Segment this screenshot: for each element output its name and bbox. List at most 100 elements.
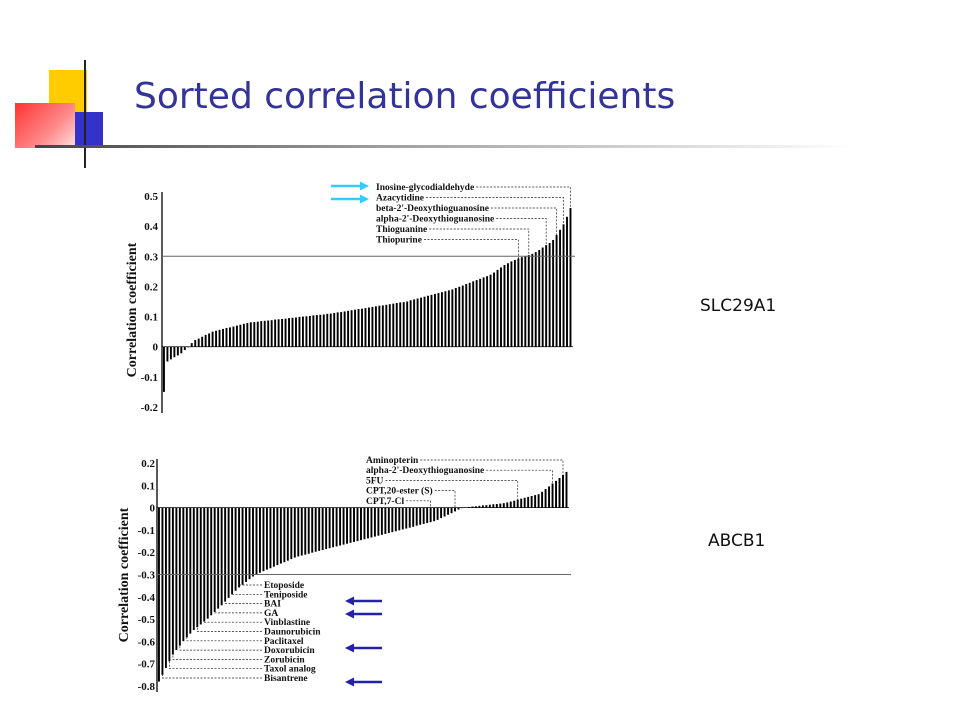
bar <box>203 507 206 622</box>
bar <box>555 234 558 347</box>
bar <box>288 318 290 347</box>
bar <box>496 269 499 347</box>
y-tick-label: -0.1 <box>141 372 158 384</box>
bar <box>206 507 209 619</box>
bar <box>276 507 279 566</box>
bar <box>225 328 228 347</box>
bar <box>173 346 176 358</box>
bar <box>392 303 395 347</box>
bar <box>222 328 224 347</box>
bar <box>569 208 572 347</box>
bar <box>339 507 342 546</box>
annotation-label: BAI <box>264 600 281 610</box>
y-tick-label: -0.3 <box>138 570 156 582</box>
bar <box>541 247 544 347</box>
bar <box>224 507 227 602</box>
bar <box>419 507 422 525</box>
bar <box>234 507 237 591</box>
bar <box>538 249 541 347</box>
bar <box>353 507 355 542</box>
annotation-leader <box>203 621 262 623</box>
bar <box>232 326 235 347</box>
bar <box>486 276 489 347</box>
bar <box>314 507 317 552</box>
bar <box>229 327 231 347</box>
bar <box>350 310 353 347</box>
bar <box>447 290 450 347</box>
bar <box>286 507 289 561</box>
bar <box>468 282 471 347</box>
bar <box>332 507 335 548</box>
arrow-doxorubicin <box>345 643 382 653</box>
bar <box>235 325 238 347</box>
bar <box>263 320 266 347</box>
bar <box>346 507 348 544</box>
arrow-daunorubicin <box>345 609 382 619</box>
annotation-label: Bisantrene <box>264 674 308 684</box>
bar <box>488 504 491 508</box>
y-tick-label: -0.4 <box>138 592 156 604</box>
annotation-leader <box>172 654 262 660</box>
y-axis-label: Correlation coefficient <box>117 507 132 642</box>
annotation-leader <box>162 674 262 679</box>
bar <box>335 507 338 547</box>
bar <box>416 298 419 347</box>
bar <box>164 507 167 668</box>
annotation-leader <box>196 627 262 632</box>
annotation-label: GA <box>264 609 278 619</box>
y-tick-label: -0.7 <box>138 659 156 671</box>
bar <box>336 312 339 347</box>
y-tick-label: -0.6 <box>138 636 156 648</box>
bar <box>270 320 273 347</box>
y-tick-label: 0 <box>150 503 156 515</box>
bar <box>249 322 252 347</box>
bar <box>298 316 301 347</box>
bar <box>384 507 387 534</box>
bar <box>304 507 307 555</box>
y-tick-label: 0.1 <box>141 480 155 492</box>
bar <box>364 308 367 347</box>
y-tick-label: 0.4 <box>144 221 158 233</box>
bar <box>478 505 481 508</box>
annotation-leader <box>169 661 262 670</box>
y-tick-label: 0.1 <box>144 312 158 324</box>
bar <box>238 507 241 588</box>
bar <box>405 507 408 529</box>
bar <box>371 306 374 347</box>
bar <box>387 507 390 534</box>
bar <box>253 322 256 347</box>
bar <box>482 277 485 347</box>
bar <box>398 507 401 531</box>
bar <box>197 338 200 347</box>
chart-abcb1: 0.2 0.1 0 -0.1 -0.2 -0.3 -0.4 -0.5 -0.6 -0.7 -0.8 C… <box>117 456 571 693</box>
bar <box>163 346 165 392</box>
bar <box>517 258 520 347</box>
bar <box>245 507 247 582</box>
bar <box>436 507 439 520</box>
bar <box>311 507 314 553</box>
bar <box>361 308 363 347</box>
bar <box>551 483 554 508</box>
bar <box>277 319 280 347</box>
bar <box>537 494 540 508</box>
bar <box>388 304 391 347</box>
bar <box>520 257 523 347</box>
bar <box>370 507 373 538</box>
bar <box>548 243 551 347</box>
annotation-label: Thioguanine <box>376 225 427 235</box>
bar <box>440 507 443 519</box>
annotation-leader <box>486 469 553 484</box>
bar <box>385 304 388 347</box>
bar <box>178 507 181 646</box>
bar <box>166 346 169 362</box>
bar <box>423 296 426 347</box>
bar <box>412 507 415 527</box>
annotation-leader <box>434 490 456 508</box>
bar <box>265 507 268 570</box>
bar <box>433 507 436 522</box>
y-tick-label: 0.2 <box>141 458 155 470</box>
arrow-azacytidine <box>331 194 369 204</box>
bar <box>329 313 332 347</box>
arrows-layer <box>331 181 382 687</box>
bar <box>516 499 519 508</box>
